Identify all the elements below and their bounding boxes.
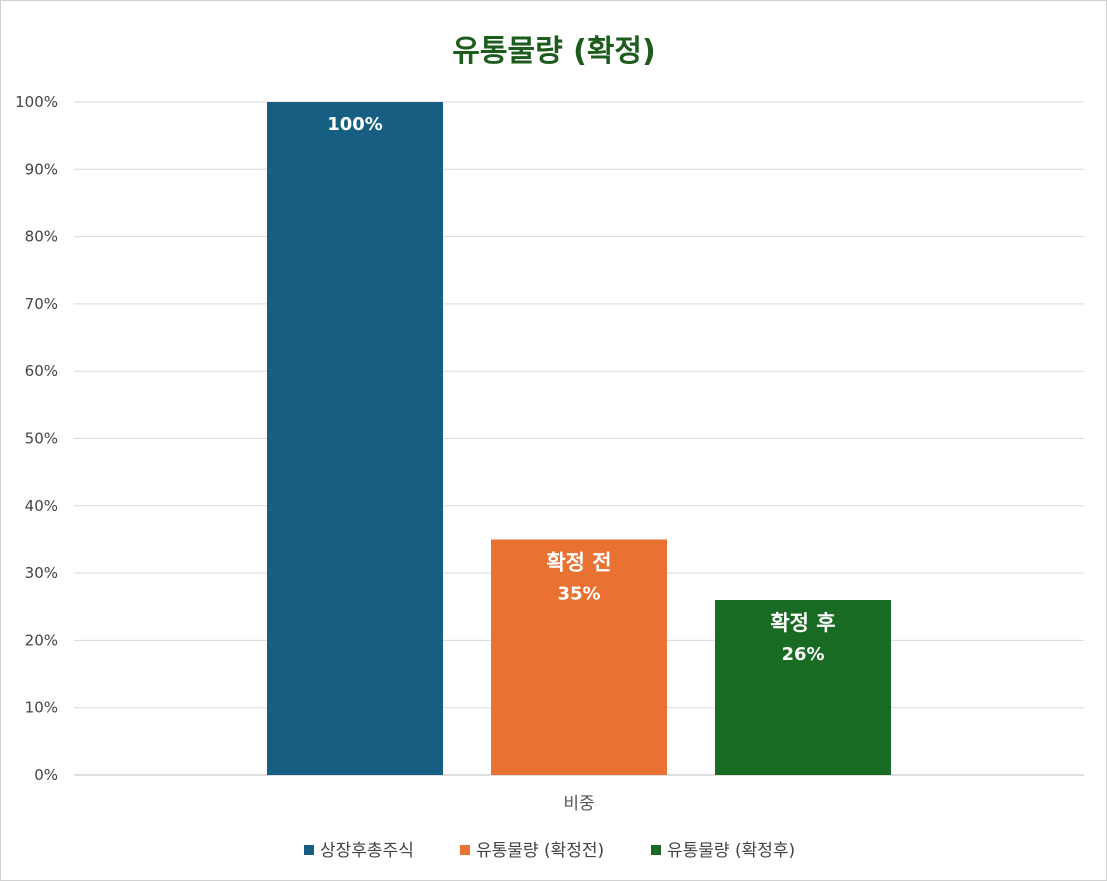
legend-swatch	[304, 845, 314, 855]
gridlines	[74, 101, 1084, 776]
y-tick-label: 90%	[25, 160, 58, 178]
y-tick-label: 20%	[25, 631, 58, 649]
bar	[715, 600, 891, 775]
y-tick-label: 100%	[15, 93, 58, 111]
legend-swatch	[651, 845, 661, 855]
y-tick-label: 50%	[25, 430, 58, 448]
legend-entry: 상장후총주식	[320, 841, 414, 861]
bar-name-label: 확정 전	[546, 550, 611, 574]
bar-name-label: 확정 후	[770, 611, 835, 635]
bars: 100% 확정 전 35% 확정 후 26%	[267, 102, 891, 775]
legend-entry: 유통물량 (확정후)	[667, 841, 795, 861]
bar	[491, 539, 667, 775]
y-axis: 0% 10% 20% 30% 40% 50% 60% 70% 80% 90% 100%	[15, 93, 58, 784]
y-tick-label: 60%	[25, 362, 58, 380]
chart-title: 유통물량 (확정)	[452, 34, 655, 69]
y-tick-label: 40%	[25, 497, 58, 515]
data-label: 35%	[557, 583, 600, 604]
y-tick-label: 10%	[25, 699, 58, 717]
y-tick-label: 70%	[25, 295, 58, 313]
data-label: 100%	[327, 114, 383, 135]
y-tick-label: 30%	[25, 564, 58, 582]
category-label: 비중	[563, 794, 594, 814]
y-tick-label: 80%	[25, 228, 58, 246]
legend-swatch	[460, 845, 470, 855]
legend-entry: 유통물량 (확정전)	[476, 841, 604, 861]
y-tick-label: 0%	[34, 766, 58, 784]
data-label: 26%	[781, 644, 824, 665]
legend: 상장후총주식 유통물량 (확정전) 유통물량 (확정후)	[304, 841, 795, 861]
x-axis: 비중	[563, 794, 594, 814]
bar	[267, 102, 443, 775]
